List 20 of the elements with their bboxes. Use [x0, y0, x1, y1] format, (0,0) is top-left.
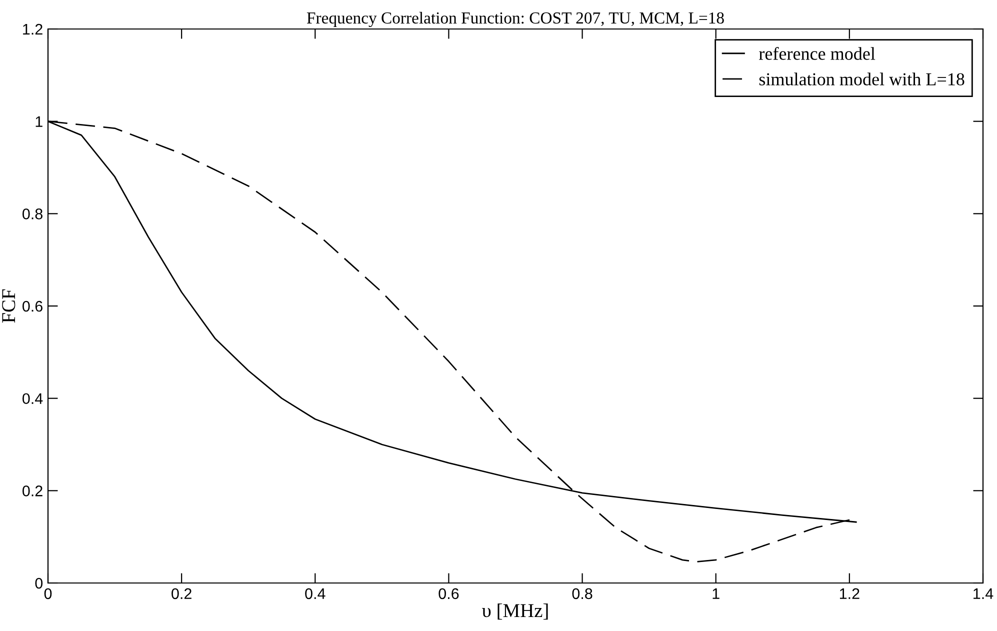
legend-label: reference model — [759, 46, 876, 60]
x-tick-label: 0.2 — [172, 588, 192, 600]
y-tick-label: 1.2 — [23, 24, 42, 35]
y-tick-label: 0 — [35, 578, 43, 589]
y-tick-label: 0.6 — [22, 300, 42, 312]
x-tick-label: 1 — [712, 588, 720, 599]
legend-label: simulation model with L=18 — [759, 72, 964, 86]
chart-title: Frequency Correlation Function: COST 207, TU, MCM, L=18 — [306, 12, 724, 28]
y-tick-label: 1 — [36, 116, 42, 127]
x-tick-label: 0.8 — [572, 588, 592, 600]
x-tick-label: 0 — [44, 588, 52, 600]
x-tick-label: 0.4 — [305, 588, 326, 600]
x-axis-title: υ [MHz] — [482, 603, 548, 620]
x-tick-label: 1.4 — [974, 588, 994, 599]
y-tick-label: 0.4 — [22, 393, 43, 404]
x-tick-label: 0.6 — [438, 588, 459, 600]
y-tick-label: 0.8 — [22, 208, 42, 220]
x-tick-label: 1.2 — [840, 588, 860, 599]
y-tick-label: 0.2 — [22, 486, 42, 496]
y-axis-title: FCF — [2, 289, 16, 323]
